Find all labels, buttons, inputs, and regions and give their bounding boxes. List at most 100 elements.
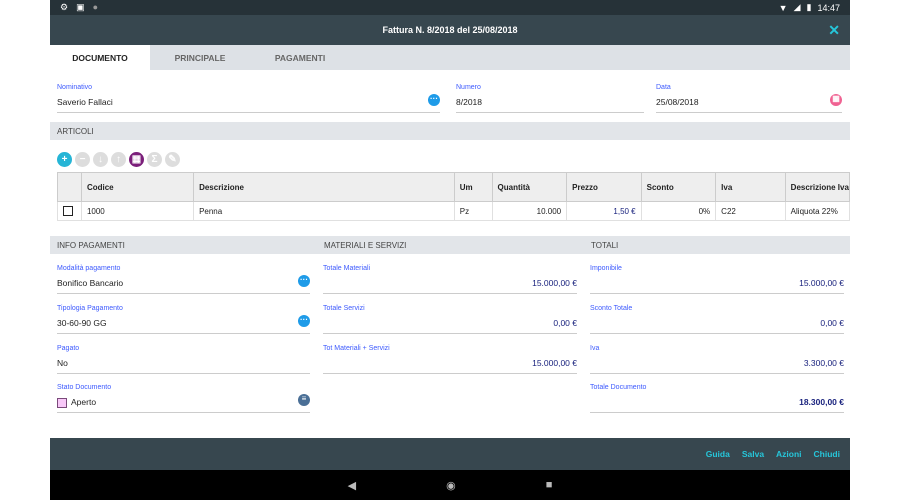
title-bar: Fattura N. 8/2018 del 25/08/2018 ✕	[50, 15, 850, 45]
cell-quantita: 10.000	[491, 201, 568, 221]
stato-value: Aperto	[71, 397, 97, 407]
imponibile-field: Imponibile 15.000,00 €	[590, 265, 844, 294]
totale-servizi-value: 0,00 €	[323, 318, 577, 334]
field-label: Pagato	[57, 345, 80, 352]
guida-button[interactable]: Guida	[705, 449, 730, 459]
modalita-field[interactable]: Modalità pagamento Bonifico Bancario ···	[57, 265, 310, 294]
arrow-up-icon[interactable]: ↑	[111, 152, 126, 167]
field-label: Tot Materiali + Servizi	[323, 345, 390, 352]
more-icon[interactable]: ···	[298, 315, 310, 327]
modalita-value: Bonifico Bancario	[57, 278, 124, 288]
clock: 14:47	[817, 2, 840, 13]
totale-documento-value: 18.300,00 €	[590, 397, 844, 413]
azioni-button[interactable]: Azioni	[776, 449, 802, 459]
calendar-icon[interactable]: ▦	[830, 94, 842, 106]
field-label: Imponibile	[590, 265, 622, 272]
edit-icon[interactable]: ✎	[165, 152, 180, 167]
tab-principale[interactable]: PRINCIPALE	[174, 52, 226, 63]
totali-title: TOTALI	[591, 240, 619, 250]
sigma-icon[interactable]: Σ	[147, 152, 162, 167]
app: ⚙ ▣ ● ▼ ◢ ▮ 14:47 Fattura N. 8/2018 del 25/08…	[50, 0, 851, 500]
status-bar: ⚙ ▣ ● ▼ ◢ ▮ 14:47	[50, 0, 850, 15]
home-icon[interactable]: ◉	[446, 479, 456, 492]
col-descrizione-iva[interactable]: Descrizione Iva	[784, 172, 851, 202]
close-icon[interactable]: ✕	[828, 21, 840, 38]
battery-icon: ▮	[806, 2, 812, 12]
list-icon[interactable]: ≡	[298, 394, 310, 406]
status-color-swatch	[57, 397, 67, 408]
row-checkbox[interactable]	[63, 206, 73, 216]
add-icon[interactable]: +	[57, 152, 72, 167]
arrow-down-icon[interactable]: ↓	[93, 152, 108, 167]
signal-icon: ◢	[793, 2, 801, 12]
field-label: Data	[656, 84, 671, 91]
chiudi-button[interactable]: Chiudi	[813, 449, 840, 459]
field-label: Numero	[456, 84, 481, 91]
col-um[interactable]: Um	[453, 172, 493, 202]
circle-icon: ●	[92, 2, 99, 12]
articoli-table: Codice Descrizione Um Quantità Prezzo Sc…	[57, 172, 851, 221]
field-label: Modalità pagamento	[57, 265, 121, 272]
col-prezzo[interactable]: Prezzo	[566, 172, 642, 202]
col-iva[interactable]: Iva	[715, 172, 786, 202]
android-nav-bar: ◀ ◉ ■	[50, 470, 850, 500]
pagato-field[interactable]: Pagato No	[57, 345, 310, 374]
gear-icon: ⚙	[60, 2, 69, 12]
cell-prezzo: 1,50 €	[566, 201, 642, 221]
back-icon[interactable]: ◀	[347, 479, 357, 492]
more-icon[interactable]: ···	[298, 275, 310, 287]
table-header: Codice Descrizione Um Quantità Prezzo Sc…	[57, 172, 851, 202]
col-sconto[interactable]: Sconto	[640, 172, 717, 202]
sconto-totale-field: Sconto Totale 0,00 €	[590, 305, 844, 334]
field-label: Iva	[590, 345, 600, 352]
action-bar: Guida Salva Azioni Chiudi	[50, 438, 850, 470]
field-label: Sconto Totale	[590, 305, 633, 312]
tot-mat-serv-field: Tot Materiali + Servizi 15.000,00 €	[323, 345, 577, 374]
grid-icon[interactable]: ▦	[129, 152, 144, 167]
info-pagamenti-title: INFO PAGAMENTI	[57, 240, 125, 250]
field-label: Totale Materiali	[323, 265, 371, 272]
page-title: Fattura N. 8/2018 del 25/08/2018	[382, 25, 518, 35]
nominativo-value: Saverio Fallaci	[57, 97, 113, 107]
totale-materiali-field: Totale Materiali 15.000,00 €	[323, 265, 577, 294]
salva-button[interactable]: Salva	[741, 449, 765, 459]
more-icon[interactable]: ···	[428, 94, 440, 106]
tipologia-value: 30-60-90 GG	[57, 318, 107, 328]
stato-field[interactable]: Stato Documento Aperto ≡	[57, 384, 310, 413]
materiali-title: MATERIALI E SERVIZI	[324, 240, 407, 250]
col-codice[interactable]: Codice	[80, 172, 195, 202]
tab-bar: DOCUMENTO PRINCIPALE PAGAMENTI	[50, 45, 850, 70]
data-field[interactable]: Data 25/08/2018 ▦	[656, 84, 842, 113]
pagato-value: No	[57, 358, 310, 374]
numero-field[interactable]: Numero 8/2018	[456, 84, 644, 113]
remove-icon[interactable]: −	[75, 152, 90, 167]
cell-descrizione: Penna	[193, 201, 455, 221]
field-label: Tipologia Pagamento	[57, 305, 123, 312]
tab-documento[interactable]: DOCUMENTO	[50, 45, 150, 70]
col-select	[57, 172, 82, 202]
field-label: Totale Servizi	[323, 305, 365, 312]
field-label: Stato Documento	[57, 384, 112, 391]
totale-servizi-field: Totale Servizi 0,00 €	[323, 305, 577, 334]
iva-value: 3.300,00 €	[590, 358, 844, 374]
sections-header: INFO PAGAMENTI MATERIALI E SERVIZI TOTAL…	[50, 236, 850, 254]
field-label: Nominativo	[57, 84, 93, 91]
sconto-totale-value: 0,00 €	[590, 318, 844, 334]
tot-mat-serv-value: 15.000,00 €	[323, 358, 577, 374]
nominativo-field[interactable]: Nominativo Saverio Fallaci ···	[57, 84, 440, 113]
col-descrizione[interactable]: Descrizione	[193, 172, 455, 202]
wifi-icon: ▼	[778, 2, 788, 13]
totale-materiali-value: 15.000,00 €	[323, 278, 577, 294]
articoli-header: ARTICOLI	[50, 122, 850, 140]
recents-icon[interactable]: ■	[545, 479, 553, 491]
tab-pagamenti[interactable]: PAGAMENTI	[274, 52, 326, 63]
field-label: Totale Documento	[590, 384, 647, 391]
data-value: 25/08/2018	[656, 97, 699, 107]
imponibile-value: 15.000,00 €	[590, 278, 844, 294]
iva-field: Iva 3.300,00 €	[590, 345, 844, 374]
tipologia-field[interactable]: Tipologia Pagamento 30-60-90 GG ···	[57, 305, 310, 334]
table-row[interactable]: 1000 Penna Pz 10.000 1,50 € 0% C22 Aliqu…	[57, 201, 851, 221]
a-icon: ▣	[76, 2, 85, 12]
col-quantita[interactable]: Quantità	[491, 172, 568, 202]
articoli-toolbar: + − ↓ ↑ ▦ Σ ✎	[57, 152, 180, 167]
